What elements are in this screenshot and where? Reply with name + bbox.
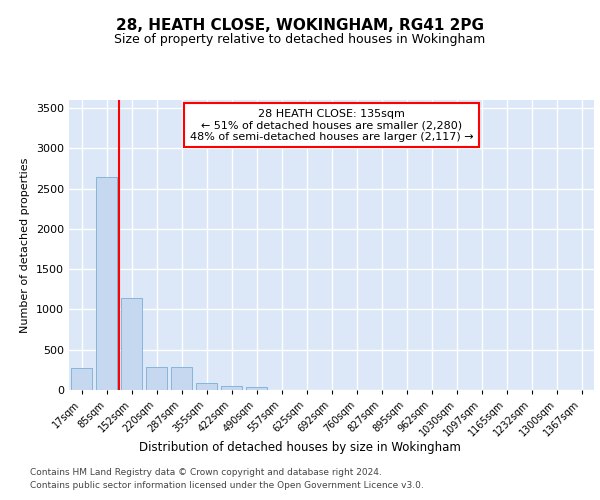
Bar: [146, 367, 167, 390]
Text: 28 HEATH CLOSE: 135sqm
← 51% of detached houses are smaller (2,280)
48% of semi-: 28 HEATH CLOSE: 135sqm ← 51% of detached…: [190, 108, 473, 142]
Bar: [121, 298, 142, 390]
Bar: [221, 386, 242, 390]
Text: Contains public sector information licensed under the Open Government Licence v3: Contains public sector information licen…: [30, 480, 424, 490]
Bar: [196, 383, 217, 390]
Bar: [171, 367, 192, 390]
Text: Contains HM Land Registry data © Crown copyright and database right 2024.: Contains HM Land Registry data © Crown c…: [30, 468, 382, 477]
Text: Distribution of detached houses by size in Wokingham: Distribution of detached houses by size …: [139, 441, 461, 454]
Y-axis label: Number of detached properties: Number of detached properties: [20, 158, 31, 332]
Bar: [246, 387, 267, 390]
Text: 28, HEATH CLOSE, WOKINGHAM, RG41 2PG: 28, HEATH CLOSE, WOKINGHAM, RG41 2PG: [116, 18, 484, 32]
Bar: [96, 178, 117, 390]
Bar: [71, 368, 92, 390]
Text: Size of property relative to detached houses in Wokingham: Size of property relative to detached ho…: [115, 32, 485, 46]
